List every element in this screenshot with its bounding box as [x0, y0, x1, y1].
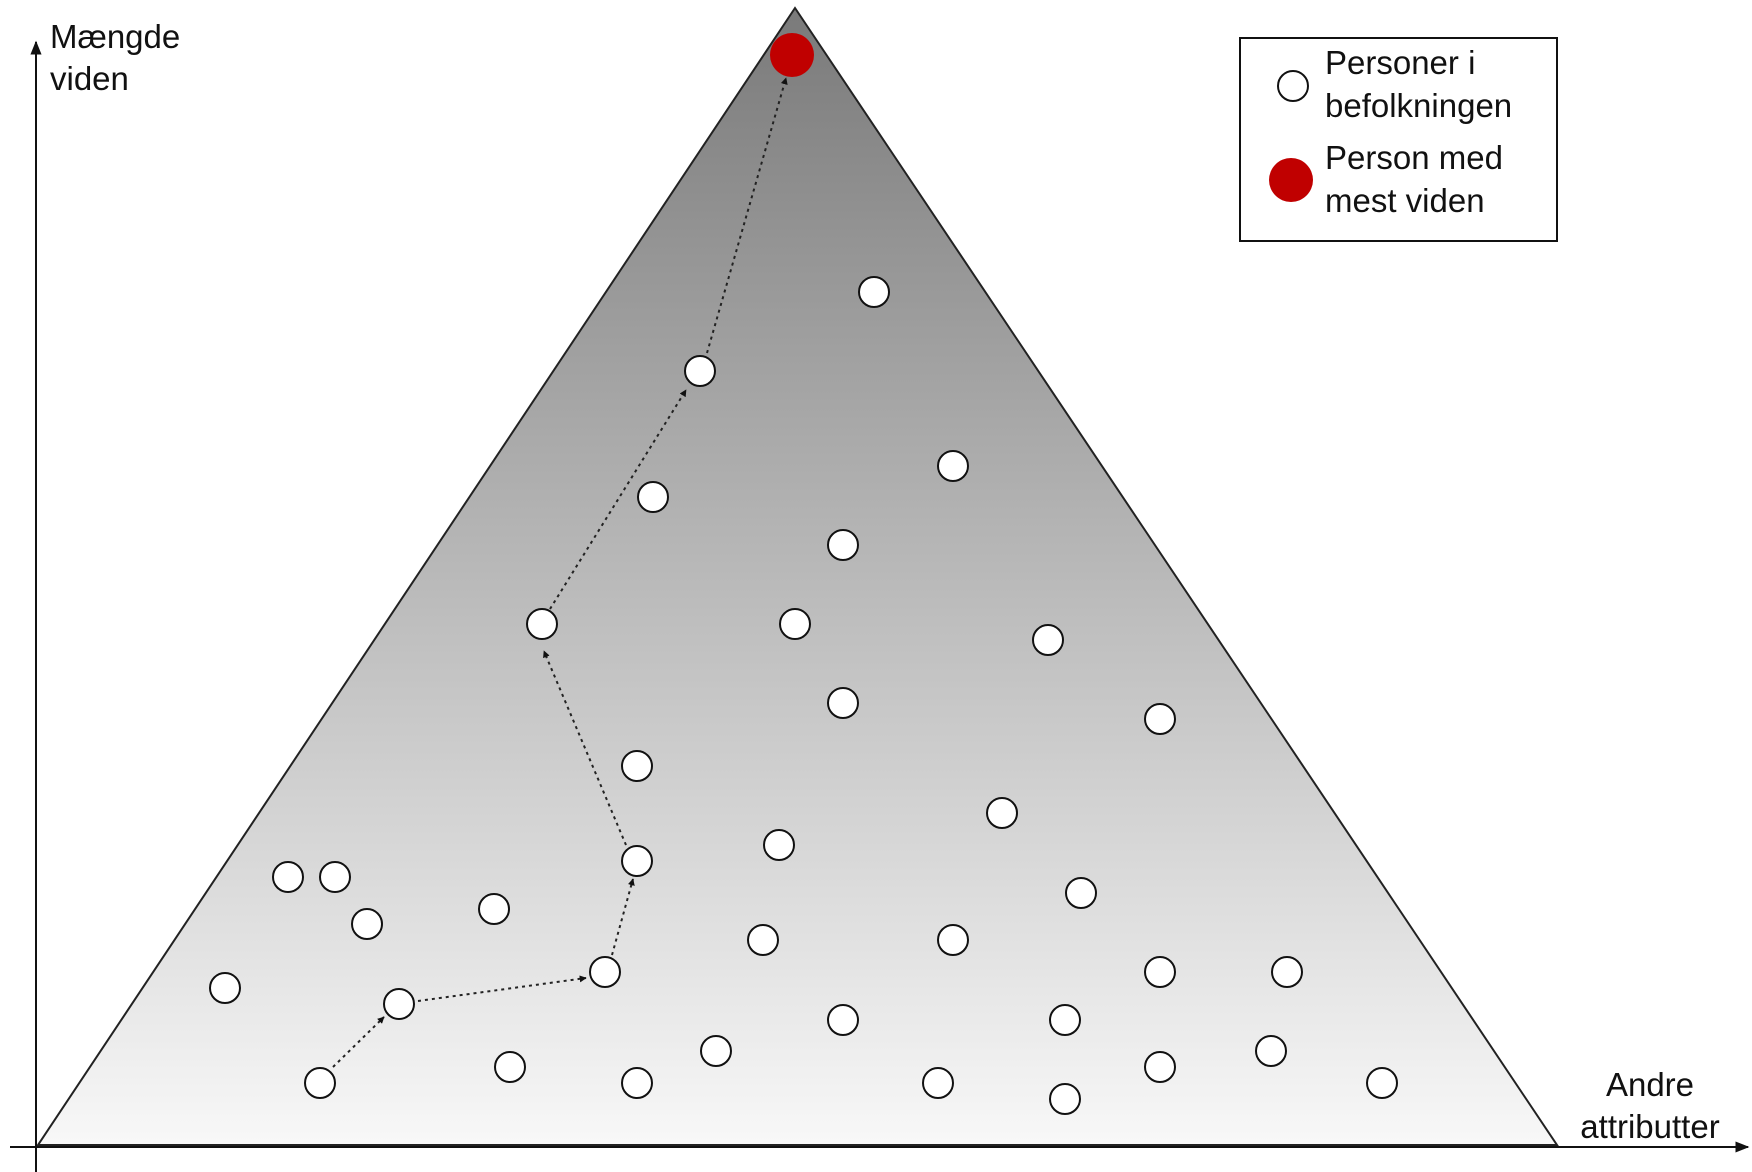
- person-node: [827, 687, 859, 719]
- path-arrow-2: [417, 975, 587, 1002]
- person-node: [1366, 1067, 1398, 1099]
- person-node: [272, 861, 304, 893]
- x-axis-label-line1: Andre: [1606, 1066, 1694, 1103]
- person-node: [937, 450, 969, 482]
- person-node: [700, 1035, 732, 1067]
- person-node: [827, 529, 859, 561]
- person-node: [1049, 1004, 1081, 1036]
- legend-top-person-line2: mest viden: [1325, 182, 1485, 219]
- legend-population-line2: befolkningen: [1325, 87, 1512, 124]
- path-arrow-6: [706, 77, 788, 354]
- person-node: [383, 988, 415, 1020]
- person-node: [827, 1004, 859, 1036]
- person-node: [922, 1067, 954, 1099]
- person-node: [1144, 1051, 1176, 1083]
- path-arrow-5: [549, 389, 687, 610]
- person-node: [621, 1067, 653, 1099]
- person-node: [621, 750, 653, 782]
- person-node: [684, 355, 716, 387]
- person-node: [986, 797, 1018, 829]
- person-node: [589, 956, 621, 988]
- population-nodes: [209, 276, 1398, 1115]
- legend-population-marker: [1277, 70, 1309, 102]
- person-node: [637, 481, 669, 513]
- person-node: [1065, 877, 1097, 909]
- person-node: [1144, 956, 1176, 988]
- person-node: [494, 1051, 526, 1083]
- person-node: [1049, 1083, 1081, 1115]
- knowledge-pyramid: [36, 6, 1559, 1146]
- person-node: [209, 972, 241, 1004]
- legend-top-person-line1: Person med: [1325, 139, 1503, 176]
- person-node: [763, 829, 795, 861]
- person-node: [526, 608, 558, 640]
- y-axis-label-line1: Mængde: [50, 18, 180, 55]
- person-node: [937, 924, 969, 956]
- person-node: [1255, 1035, 1287, 1067]
- knowledge-path: [332, 77, 788, 1068]
- path-arrow-1: [332, 1016, 385, 1068]
- y-axis-label-line2: viden: [50, 60, 129, 97]
- path-arrow-4-head: [543, 650, 550, 659]
- path-arrow-3: [611, 878, 635, 956]
- person-node: [319, 861, 351, 893]
- person-node: [1271, 956, 1303, 988]
- top-person-node: [770, 33, 814, 77]
- person-node: [1144, 703, 1176, 735]
- person-node: [351, 908, 383, 940]
- legend-top-person-marker: [1269, 158, 1313, 202]
- legend-population-line1: Personer i: [1325, 44, 1475, 81]
- person-node: [1032, 624, 1064, 656]
- person-node: [747, 924, 779, 956]
- person-node: [478, 893, 510, 925]
- x-axis-label-line2: attributter: [1580, 1108, 1719, 1145]
- person-node: [858, 276, 890, 308]
- person-node: [304, 1067, 336, 1099]
- person-node: [779, 608, 811, 640]
- legend: Personer i befolkningen Person med mest …: [1239, 37, 1558, 242]
- person-node: [621, 845, 653, 877]
